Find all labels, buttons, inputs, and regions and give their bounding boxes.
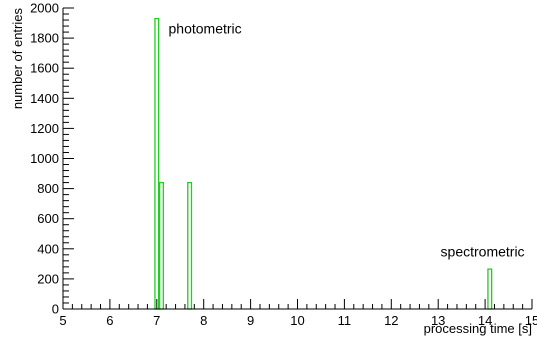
x-tick-label: 8 bbox=[200, 313, 207, 328]
y-tick-label: 1000 bbox=[30, 151, 59, 166]
histogram-bar bbox=[158, 181, 164, 310]
chart-annotation: photometric bbox=[169, 21, 242, 37]
x-tick-label: 7 bbox=[153, 313, 160, 328]
histogram-bars bbox=[154, 17, 493, 310]
histogram-bar bbox=[487, 268, 493, 310]
chart-annotation: spectrometric bbox=[441, 243, 525, 259]
x-tick-label: 11 bbox=[338, 313, 352, 328]
y-tick-label: 1400 bbox=[30, 91, 59, 106]
y-tick-label: 1800 bbox=[30, 31, 59, 46]
y-axis-title: number of entries bbox=[10, 8, 25, 110]
x-tick-label: 5 bbox=[59, 313, 66, 328]
y-tick-label: 1200 bbox=[30, 121, 59, 136]
y-tick-label: 200 bbox=[37, 271, 59, 286]
histogram-bar bbox=[187, 181, 193, 310]
chart-annotations: photometric spectrometric bbox=[169, 21, 525, 260]
y-tick-label: 400 bbox=[37, 241, 59, 256]
x-tick-label: 12 bbox=[384, 313, 398, 328]
x-minor-ticks bbox=[71, 304, 524, 309]
y-tick-label: 2000 bbox=[30, 1, 59, 16]
x-tick-label: 10 bbox=[290, 313, 304, 328]
x-tick-label: 13 bbox=[431, 313, 445, 328]
y-tick-label: 0 bbox=[52, 302, 59, 317]
y-minor-ticks bbox=[63, 13, 69, 304]
y-tick-label: 600 bbox=[37, 211, 59, 226]
y-tick-label: 1600 bbox=[30, 61, 59, 76]
x-tick-label: 6 bbox=[106, 313, 113, 328]
y-tick-label: 800 bbox=[37, 181, 59, 196]
histogram-bar bbox=[154, 17, 160, 310]
y-axis-ticks: 0 200 400 600 800 1000 1200 1400 1600 1800 2000 bbox=[30, 1, 74, 317]
x-tick-label: 15 bbox=[525, 313, 537, 328]
x-axis-title: processing time [s] bbox=[424, 321, 532, 336]
x-axis-ticks: 5 6 7 8 9 10 11 12 13 14 15 bbox=[59, 299, 537, 328]
x-tick-label: 14 bbox=[478, 313, 492, 328]
x-tick-label: 9 bbox=[247, 313, 254, 328]
